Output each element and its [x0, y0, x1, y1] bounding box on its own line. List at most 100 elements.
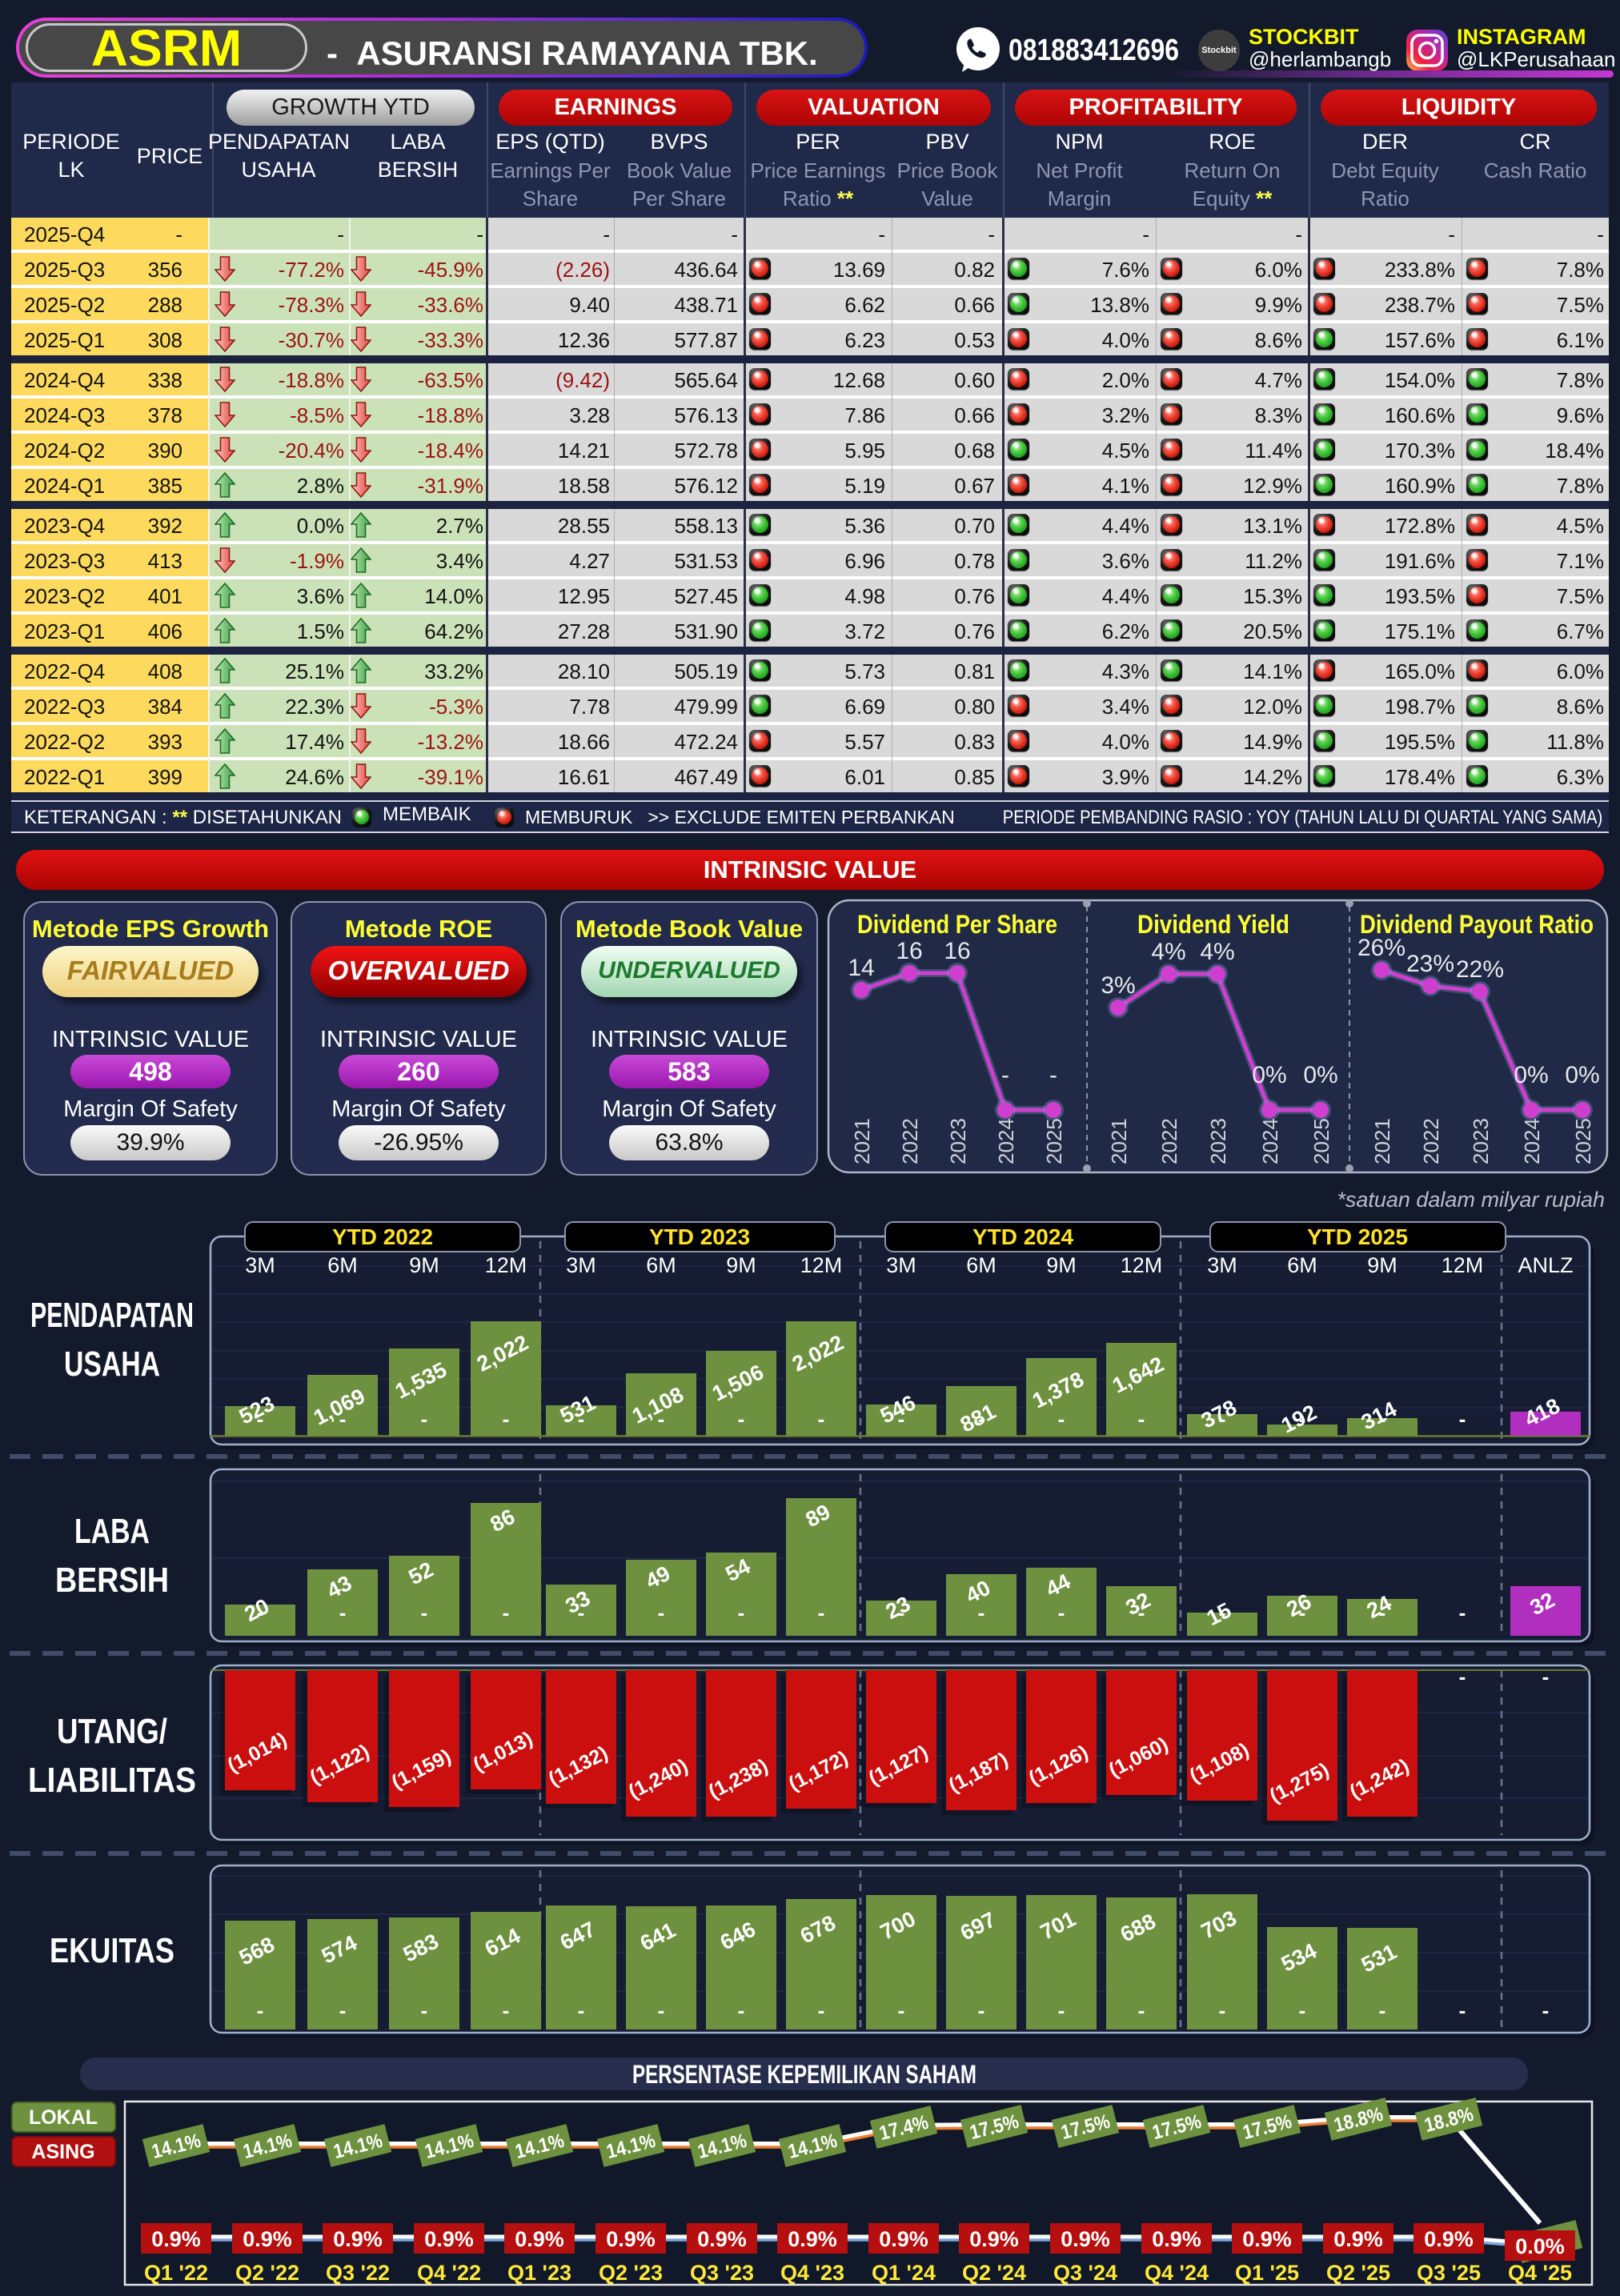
svg-text:-: -: [978, 1407, 985, 1431]
svg-text:2023: 2023: [1206, 1118, 1230, 1164]
svg-text:-: -: [503, 1601, 510, 1625]
svg-text:-: -: [1299, 1601, 1306, 1625]
svg-text:-: -: [738, 1407, 745, 1431]
svg-text:-: -: [658, 1601, 665, 1625]
svg-text:YTD 2023: YTD 2023: [649, 1224, 750, 1249]
svg-text:2022: 2022: [898, 1118, 922, 1164]
svg-text:0%: 0%: [1565, 1062, 1599, 1088]
svg-text:LOKAL: LOKAL: [29, 2106, 98, 2129]
svg-text:-: -: [1049, 1062, 1057, 1088]
svg-text:3M: 3M: [1207, 1253, 1237, 1277]
svg-text:2021: 2021: [1370, 1118, 1394, 1164]
svg-text:-: -: [339, 1998, 347, 2022]
svg-text:Q3 '24: Q3 '24: [1053, 2261, 1117, 2285]
svg-text:-: -: [1219, 1601, 1226, 1625]
svg-text:-: -: [421, 1998, 428, 2022]
svg-text:Q3 '23: Q3 '23: [690, 2261, 754, 2285]
svg-text:-: -: [818, 1407, 825, 1431]
svg-text:2024: 2024: [1520, 1118, 1544, 1164]
svg-text:0.9%: 0.9%: [515, 2227, 564, 2251]
svg-text:Q4 '22: Q4 '22: [417, 2261, 481, 2285]
svg-text:-: -: [1219, 1998, 1226, 2022]
svg-text:ANLZ: ANLZ: [1518, 1253, 1573, 1277]
svg-text:-: -: [818, 1998, 825, 2022]
svg-text:2023: 2023: [1469, 1118, 1493, 1164]
svg-text:6M: 6M: [327, 1253, 358, 1277]
svg-text:LIABILITAS: LIABILITAS: [28, 1761, 196, 1800]
svg-text:0.9%: 0.9%: [1061, 2227, 1110, 2251]
svg-text:PERSENTASE KEPEMILIKAN SAHAM: PERSENTASE KEPEMILIKAN SAHAM: [632, 2060, 976, 2089]
svg-text:26%: 26%: [1357, 935, 1405, 961]
svg-text:0.9%: 0.9%: [333, 2227, 383, 2251]
svg-text:2021: 2021: [1107, 1118, 1131, 1164]
svg-text:-: -: [658, 1998, 665, 2022]
svg-text:3M: 3M: [566, 1253, 596, 1277]
svg-text:0%: 0%: [1252, 1062, 1286, 1088]
svg-text:Q1 '24: Q1 '24: [872, 2261, 936, 2285]
svg-text:0.9%: 0.9%: [879, 2227, 928, 2251]
svg-text:-: -: [1138, 1998, 1145, 2022]
svg-text:-: -: [257, 1407, 264, 1431]
svg-text:-: -: [738, 1998, 745, 2022]
svg-text:YTD 2022: YTD 2022: [332, 1224, 433, 1249]
svg-text:0.9%: 0.9%: [1242, 2227, 1292, 2251]
svg-text:Q4 '25: Q4 '25: [1508, 2261, 1572, 2285]
svg-text:2025: 2025: [1042, 1118, 1066, 1164]
svg-text:3M: 3M: [245, 1253, 275, 1277]
svg-text:-: -: [1459, 1998, 1466, 2022]
svg-text:2022: 2022: [1157, 1118, 1181, 1164]
svg-text:0.9%: 0.9%: [969, 2227, 1019, 2251]
svg-text:6M: 6M: [1287, 1253, 1317, 1277]
svg-text:UTANG/: UTANG/: [57, 1712, 167, 1751]
svg-text:-: -: [578, 1998, 585, 2022]
svg-text:-: -: [898, 1601, 905, 1625]
svg-text:9M: 9M: [1046, 1253, 1077, 1277]
svg-text:3M: 3M: [886, 1253, 916, 1277]
svg-text:EKUITAS: EKUITAS: [50, 1931, 174, 1970]
svg-text:-: -: [1299, 1407, 1306, 1431]
svg-text:23%: 23%: [1406, 951, 1454, 977]
svg-text:ASING: ASING: [31, 2141, 94, 2163]
svg-text:-: -: [1379, 1601, 1386, 1625]
svg-text:LABA: LABA: [74, 1512, 150, 1551]
svg-text:-: -: [503, 1998, 510, 2022]
svg-text:9M: 9M: [409, 1253, 439, 1277]
svg-text:0.9%: 0.9%: [697, 2227, 747, 2251]
svg-text:-: -: [1459, 1407, 1466, 1431]
svg-text:0%: 0%: [1303, 1062, 1337, 1088]
svg-text:-: -: [1379, 1998, 1386, 2022]
svg-text:Q2 '24: Q2 '24: [962, 2261, 1026, 2285]
svg-text:0.9%: 0.9%: [424, 2227, 474, 2251]
svg-text:Q1 '23: Q1 '23: [507, 2261, 571, 2285]
svg-text:-: -: [421, 1407, 428, 1431]
svg-text:-: -: [257, 1998, 264, 2022]
svg-text:-: -: [1299, 1998, 1306, 2022]
svg-text:-: -: [898, 1407, 905, 1431]
svg-text:9M: 9M: [726, 1253, 756, 1277]
svg-text:PENDAPATAN: PENDAPATAN: [30, 1296, 194, 1335]
svg-text:12M: 12M: [1442, 1253, 1484, 1277]
svg-text:-: -: [1379, 1407, 1386, 1431]
svg-text:Dividend Payout Ratio: Dividend Payout Ratio: [1360, 910, 1594, 939]
svg-text:Q1 '22: Q1 '22: [144, 2261, 208, 2285]
svg-text:-: -: [578, 1407, 585, 1431]
svg-text:0.9%: 0.9%: [243, 2227, 292, 2251]
svg-text:Q2 '22: Q2 '22: [235, 2261, 299, 2285]
svg-text:12M: 12M: [1121, 1253, 1163, 1277]
svg-text:-: -: [1542, 1998, 1550, 2022]
svg-text:0.9%: 0.9%: [151, 2227, 201, 2251]
svg-text:3%: 3%: [1101, 972, 1135, 999]
svg-text:YTD 2024: YTD 2024: [972, 1224, 1073, 1249]
svg-text:-: -: [1219, 1407, 1226, 1431]
svg-text:Dividend Per Share: Dividend Per Share: [857, 910, 1057, 939]
svg-text:Q2 '23: Q2 '23: [599, 2261, 663, 2285]
svg-text:2021: 2021: [850, 1118, 874, 1164]
svg-text:14: 14: [848, 955, 874, 981]
svg-text:2025: 2025: [1571, 1118, 1595, 1164]
svg-text:16: 16: [896, 938, 922, 964]
svg-text:0%: 0%: [1514, 1062, 1548, 1088]
svg-text:-: -: [818, 1601, 825, 1625]
svg-text:12M: 12M: [485, 1253, 527, 1277]
svg-text:4%: 4%: [1200, 939, 1234, 965]
svg-text:-: -: [339, 1407, 347, 1431]
